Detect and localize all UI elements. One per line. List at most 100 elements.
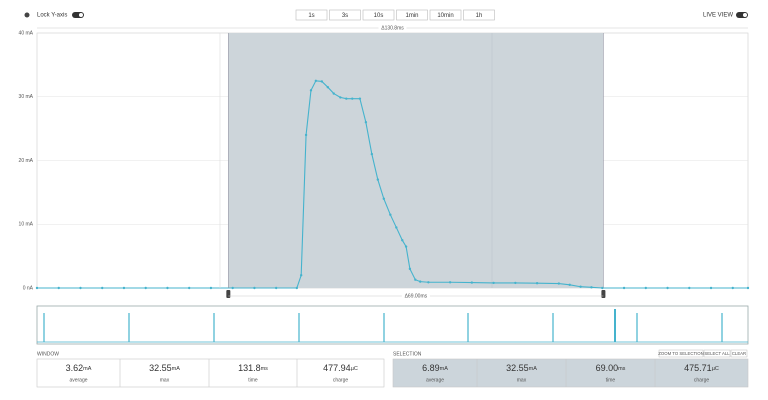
- stat-label: time: [606, 377, 616, 383]
- data-point: [314, 79, 318, 83]
- stat-value: 69.00ms: [596, 363, 626, 373]
- time-button-label[interactable]: 10min: [437, 13, 453, 19]
- data-point: [448, 281, 452, 284]
- data-point: [414, 278, 417, 281]
- stat-unit: mA: [83, 366, 92, 372]
- stat-unit: mA: [529, 366, 538, 372]
- time-button[interactable]: [295, 9, 328, 21]
- stat-number: 131.8: [238, 363, 261, 373]
- data-point: [389, 213, 392, 216]
- label-bg: [401, 293, 430, 299]
- data-point: [557, 282, 561, 285]
- time-button-label[interactable]: 1h: [476, 13, 483, 19]
- data-point: [274, 286, 278, 290]
- data-point: [351, 97, 354, 100]
- stat-unit: ms: [618, 366, 626, 372]
- stat-number: 3.62: [66, 363, 84, 373]
- action-label[interactable]: ZOOM TO SELECTION: [658, 351, 703, 356]
- toggle-knob: [79, 13, 83, 17]
- data-point: [408, 267, 412, 271]
- data-point: [427, 281, 430, 284]
- time-button[interactable]: [329, 9, 361, 21]
- time-button-label[interactable]: 1min: [405, 13, 418, 19]
- data-point: [370, 152, 374, 156]
- data-point: [339, 96, 342, 99]
- live-label: LIVE VIEW: [703, 13, 733, 19]
- time-buttons: 1s 3s 10s 1min 10min 1h: [295, 9, 495, 21]
- data-point: [79, 286, 82, 290]
- data-point: [666, 286, 669, 290]
- time-button[interactable]: [396, 9, 428, 21]
- stat-label: average: [426, 377, 444, 383]
- stats-panel: [392, 358, 749, 388]
- data-point: [470, 281, 474, 284]
- toggle-knob: [743, 13, 747, 17]
- data-point: [332, 92, 335, 95]
- stat-unit: µC: [351, 366, 358, 372]
- time-button[interactable]: [463, 9, 495, 21]
- stat-value: 32.55mA: [149, 363, 180, 373]
- data-point: [514, 281, 517, 285]
- stat-unit: mA: [172, 366, 181, 372]
- stat-value: 131.8ms: [238, 363, 268, 373]
- lock-label: Lock Y-axis: [37, 13, 67, 19]
- stat-number: 69.00: [596, 363, 619, 373]
- time-button-label[interactable]: 1s: [308, 13, 314, 19]
- stat-label: charge: [333, 377, 349, 383]
- data-point: [601, 286, 604, 290]
- data-point: [395, 226, 398, 229]
- action-button[interactable]: [703, 349, 731, 358]
- action-button[interactable]: [658, 349, 704, 358]
- stat-value: 6.89mA: [422, 363, 448, 373]
- action-button[interactable]: [730, 349, 748, 358]
- selection-duration: Δ69.00ms: [405, 293, 428, 299]
- window-title: WINDOW: [37, 351, 59, 357]
- stat-label: time: [248, 377, 258, 383]
- minimap-trace: [37, 309, 748, 343]
- data-point: [688, 286, 691, 290]
- data-point: [746, 286, 750, 290]
- settings-icon[interactable]: [24, 12, 30, 18]
- time-button[interactable]: [362, 9, 395, 21]
- action-label[interactable]: SELECT ALL: [704, 351, 730, 356]
- selection-handle[interactable]: [226, 290, 231, 298]
- minimap[interactable]: [36, 305, 749, 345]
- label-bg: [378, 25, 407, 31]
- stat-value: 475.71µC: [684, 363, 719, 373]
- data-point: [709, 286, 713, 290]
- data-point: [404, 245, 408, 248]
- data-point: [326, 85, 330, 89]
- time-button-label[interactable]: 10s: [374, 13, 384, 19]
- stat-number: 32.55: [149, 363, 172, 373]
- selection-title: SELECTION: [393, 351, 422, 357]
- stat-label: average: [69, 377, 87, 383]
- data-point: [295, 286, 299, 290]
- data-point: [320, 80, 324, 83]
- data-point: [535, 282, 539, 285]
- chart[interactable]: 0 nA 10 mA 20 mA 30 mA 40 mA Δ130.8ms Δ69.00ms: [19, 25, 750, 299]
- stat-number: 32.55: [506, 363, 529, 373]
- data-point: [188, 286, 191, 290]
- stat-unit: ms: [261, 366, 269, 372]
- data-point: [401, 238, 404, 242]
- data-point: [590, 286, 593, 289]
- y-tick-label: 30 mA: [19, 94, 34, 100]
- y-tick-label: 40 mA: [19, 30, 34, 36]
- data-point: [579, 285, 582, 288]
- data-point: [304, 133, 308, 137]
- stat-label: max: [160, 377, 170, 383]
- data-point: [364, 121, 368, 124]
- toolbar: Lock Y-axis 1s 3s 10s 1min 10min 1h LIVE VIEW: [24, 9, 748, 21]
- action-label[interactable]: CLEAR: [732, 351, 746, 356]
- data-point: [101, 286, 104, 290]
- data-point: [419, 280, 422, 283]
- data-point: [376, 178, 380, 181]
- stat-number: 6.89: [422, 363, 440, 373]
- selection-handle[interactable]: [601, 290, 606, 298]
- stat-value: 477.94µC: [323, 363, 358, 373]
- y-tick-label: 10 mA: [19, 222, 34, 228]
- time-button-label[interactable]: 3s: [342, 13, 348, 19]
- time-button[interactable]: [429, 9, 462, 21]
- data-point: [144, 286, 147, 290]
